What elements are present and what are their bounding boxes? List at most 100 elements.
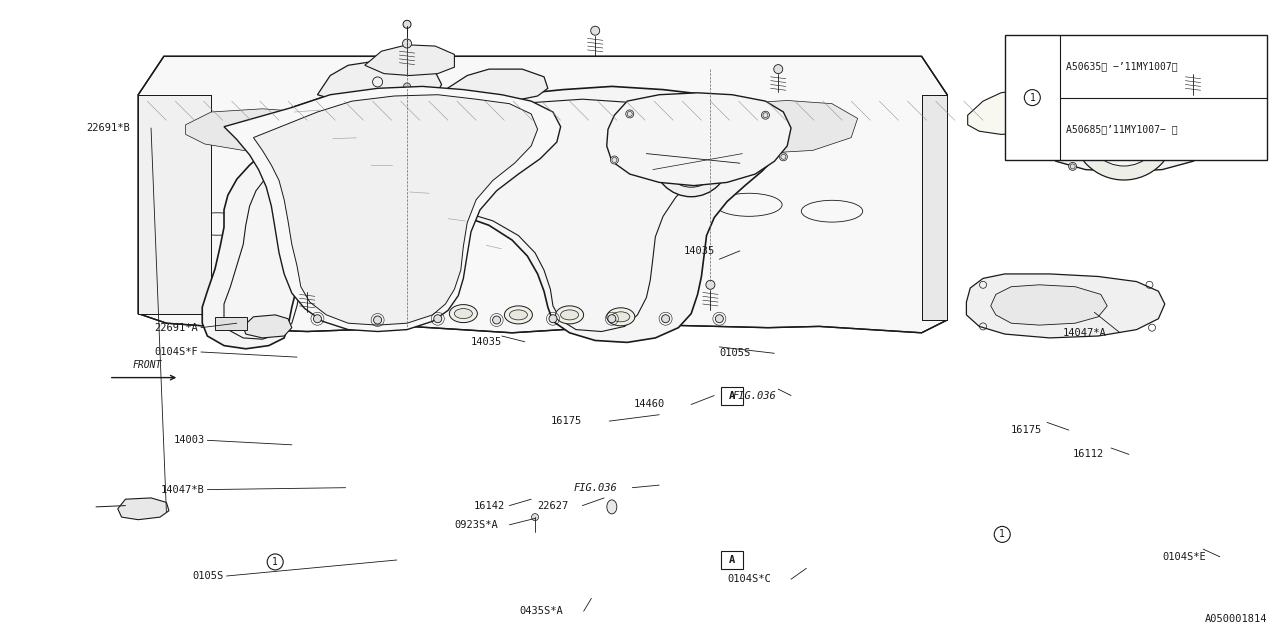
- Text: 0105S: 0105S: [719, 348, 750, 358]
- Text: 16112: 16112: [1073, 449, 1103, 460]
- Polygon shape: [365, 45, 454, 76]
- Circle shape: [1188, 65, 1198, 74]
- Circle shape: [716, 315, 723, 323]
- Circle shape: [773, 65, 783, 74]
- Text: FRONT: FRONT: [133, 360, 161, 370]
- Polygon shape: [118, 498, 169, 520]
- Text: 14035: 14035: [684, 246, 714, 256]
- Ellipse shape: [504, 306, 532, 324]
- Text: 1: 1: [1029, 93, 1036, 102]
- Ellipse shape: [561, 310, 579, 320]
- Text: 14047*B: 14047*B: [161, 484, 205, 495]
- Circle shape: [549, 315, 557, 323]
- Circle shape: [590, 26, 600, 35]
- Text: 1: 1: [1000, 529, 1005, 540]
- Circle shape: [1212, 131, 1220, 138]
- Circle shape: [314, 315, 321, 323]
- Text: 22691*A: 22691*A: [155, 323, 198, 333]
- Polygon shape: [202, 86, 787, 349]
- Circle shape: [653, 121, 730, 196]
- Bar: [721, 551, 744, 569]
- Text: 0104S*C: 0104S*C: [727, 574, 771, 584]
- Circle shape: [662, 315, 669, 323]
- Circle shape: [626, 110, 634, 118]
- Polygon shape: [138, 95, 211, 314]
- Polygon shape: [968, 90, 1060, 134]
- Ellipse shape: [607, 308, 635, 326]
- Ellipse shape: [396, 306, 424, 324]
- Bar: [1005, 35, 1267, 160]
- Text: 0104S*F: 0104S*F: [155, 347, 198, 357]
- Circle shape: [434, 315, 442, 323]
- Polygon shape: [253, 95, 538, 325]
- Circle shape: [762, 111, 769, 119]
- Bar: [721, 387, 744, 404]
- Ellipse shape: [607, 500, 617, 514]
- Ellipse shape: [454, 308, 472, 319]
- Polygon shape: [138, 56, 947, 333]
- Polygon shape: [966, 274, 1165, 338]
- Circle shape: [374, 316, 381, 324]
- Circle shape: [1071, 76, 1176, 180]
- Ellipse shape: [449, 305, 477, 323]
- Circle shape: [780, 153, 787, 161]
- Circle shape: [1024, 90, 1041, 106]
- Polygon shape: [694, 100, 858, 154]
- Ellipse shape: [556, 306, 584, 324]
- Circle shape: [1085, 90, 1162, 166]
- Ellipse shape: [401, 310, 419, 320]
- Text: 16142: 16142: [474, 500, 504, 511]
- Text: 14003: 14003: [174, 435, 205, 445]
- Circle shape: [268, 554, 283, 570]
- Text: 14035: 14035: [471, 337, 502, 347]
- Ellipse shape: [612, 312, 630, 322]
- Polygon shape: [509, 99, 685, 154]
- Text: FIG.036: FIG.036: [573, 483, 617, 493]
- Text: A: A: [730, 555, 735, 565]
- Circle shape: [1102, 106, 1146, 150]
- Bar: [215, 317, 247, 330]
- Text: A50635＜ −’11MY1007＞: A50635＜ −’11MY1007＞: [1066, 61, 1178, 72]
- Ellipse shape: [509, 310, 527, 320]
- Text: 16175: 16175: [1011, 425, 1042, 435]
- Text: 22691*B: 22691*B: [86, 123, 129, 133]
- Text: FIG.036: FIG.036: [732, 390, 776, 401]
- Text: 14047*A: 14047*A: [1062, 328, 1106, 338]
- Polygon shape: [922, 95, 947, 320]
- Text: A50685＜’11MY1007− ＞: A50685＜’11MY1007− ＞: [1066, 124, 1178, 134]
- Text: 0105S: 0105S: [193, 571, 224, 581]
- Circle shape: [302, 282, 312, 291]
- Circle shape: [995, 526, 1010, 542]
- Circle shape: [705, 280, 716, 289]
- Text: 22627: 22627: [538, 500, 568, 511]
- Polygon shape: [1032, 77, 1231, 172]
- Circle shape: [1174, 91, 1181, 99]
- Text: 0923S*A: 0923S*A: [454, 520, 498, 530]
- Text: 16175: 16175: [550, 416, 581, 426]
- Polygon shape: [607, 93, 791, 186]
- Circle shape: [403, 83, 411, 90]
- Polygon shape: [224, 86, 561, 332]
- Polygon shape: [186, 109, 326, 150]
- Circle shape: [675, 141, 708, 176]
- Circle shape: [531, 514, 539, 520]
- Circle shape: [493, 316, 500, 324]
- Text: A050001814: A050001814: [1204, 614, 1267, 624]
- Circle shape: [1069, 163, 1076, 170]
- Text: 1: 1: [273, 557, 278, 567]
- Text: 0104S*E: 0104S*E: [1162, 552, 1206, 562]
- Circle shape: [1065, 91, 1073, 99]
- Polygon shape: [991, 285, 1107, 325]
- Ellipse shape: [351, 310, 379, 328]
- Polygon shape: [445, 69, 548, 101]
- Circle shape: [608, 315, 616, 323]
- Circle shape: [402, 39, 412, 48]
- Polygon shape: [243, 315, 292, 338]
- Ellipse shape: [356, 314, 374, 324]
- Text: A: A: [730, 390, 735, 401]
- Text: 14460: 14460: [634, 399, 664, 410]
- Polygon shape: [335, 102, 499, 154]
- Polygon shape: [317, 61, 442, 102]
- Circle shape: [611, 156, 618, 164]
- Circle shape: [403, 20, 411, 28]
